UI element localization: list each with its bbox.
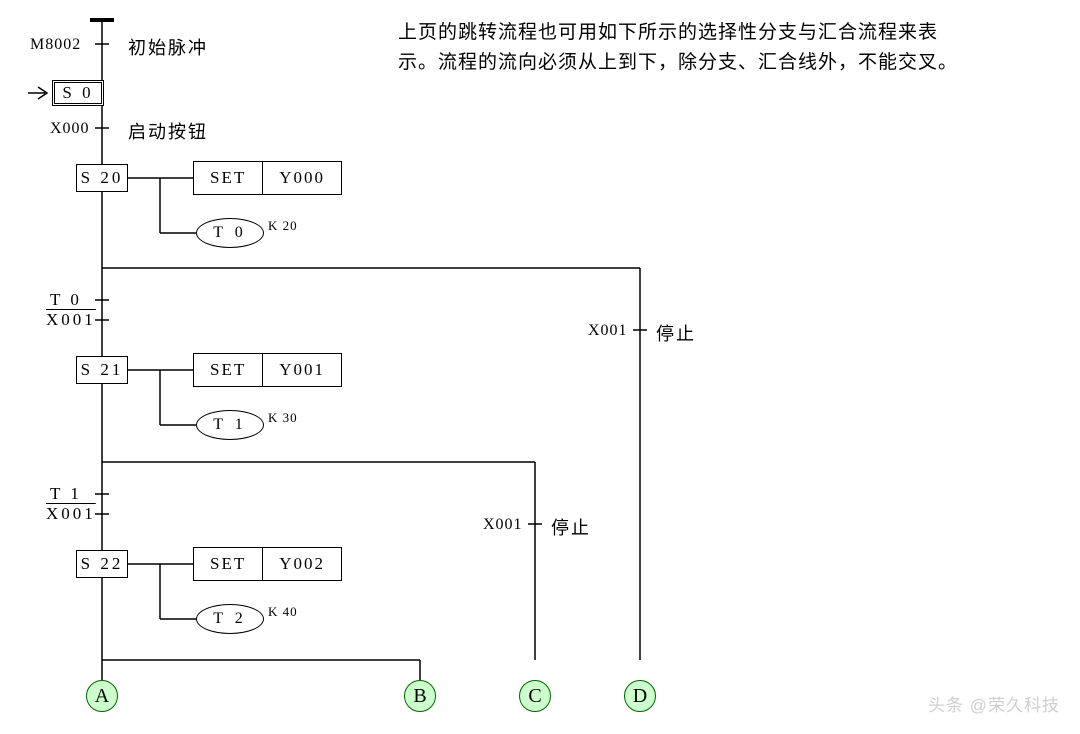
description-line1: 上页的跳转流程也可用如下所示的选择性分支与汇合流程来表: [398, 18, 1038, 48]
action-output-y000: Y000: [263, 162, 341, 194]
timer-t1-k: K 30: [268, 410, 298, 426]
marker-b: B: [404, 680, 436, 712]
transition-not-x001-1: X001: [46, 310, 96, 330]
state-s20: S 20: [76, 164, 128, 192]
marker-d: D: [624, 680, 656, 712]
state-s22: S 22: [76, 550, 128, 578]
transition-t1: T 1: [50, 484, 82, 504]
marker-c: C: [519, 680, 551, 712]
action-set-label: SET: [194, 162, 263, 194]
label-stop-1: 停止: [656, 320, 696, 346]
label-x001-right2: X001: [483, 516, 523, 534]
marker-a: A: [86, 680, 118, 712]
timer-t2-k: K 40: [268, 604, 298, 620]
state-s0: S 0: [52, 80, 104, 106]
action-output-y001: Y001: [263, 354, 341, 386]
action-output-y002: Y002: [263, 548, 341, 580]
label-m8002: M8002: [30, 36, 81, 54]
label-x001-right1: X001: [588, 322, 628, 340]
label-start-btn: 启动按钮: [128, 118, 208, 144]
action-s22: SET Y002: [193, 547, 342, 581]
action-s20: SET Y000: [193, 161, 342, 195]
label-x000: X000: [50, 120, 90, 138]
action-set-label: SET: [194, 354, 263, 386]
sfc-diagram-lines: [0, 0, 1080, 734]
transition-t0: T 0: [50, 290, 82, 310]
timer-t0-k: K 20: [268, 218, 298, 234]
transition-not-x001-2: X001: [46, 504, 96, 524]
action-s21: SET Y001: [193, 353, 342, 387]
action-set-label: SET: [194, 548, 263, 580]
timer-t1: T 1: [196, 410, 264, 440]
timer-t2: T 2: [196, 604, 264, 634]
timer-t0: T 0: [196, 218, 264, 248]
watermark-right: 头条 @荣久科技: [928, 691, 1060, 716]
label-init-pulse: 初始脉冲: [128, 34, 208, 60]
description-line2: 示。流程的流向必须从上到下，除分支、汇合线外，不能交叉。: [398, 48, 1038, 78]
label-stop-2: 停止: [551, 514, 591, 540]
state-s21: S 21: [76, 356, 128, 384]
